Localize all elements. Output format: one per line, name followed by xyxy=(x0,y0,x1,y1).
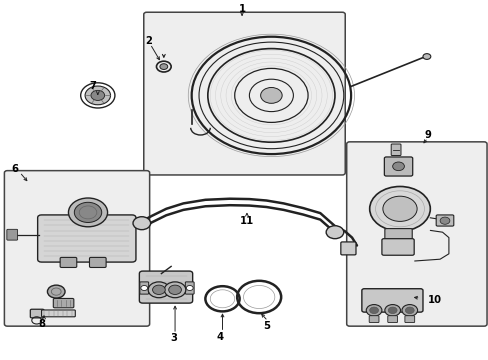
FancyBboxPatch shape xyxy=(390,144,400,156)
FancyBboxPatch shape xyxy=(30,309,44,318)
Circle shape xyxy=(405,307,413,314)
Circle shape xyxy=(366,305,381,316)
Circle shape xyxy=(47,285,65,298)
FancyBboxPatch shape xyxy=(346,142,486,326)
FancyBboxPatch shape xyxy=(4,171,149,326)
Text: 10: 10 xyxy=(427,294,441,305)
FancyBboxPatch shape xyxy=(185,282,194,294)
Text: 11: 11 xyxy=(239,216,254,226)
FancyBboxPatch shape xyxy=(7,229,18,240)
Text: 1: 1 xyxy=(238,4,245,14)
Circle shape xyxy=(392,162,404,171)
Circle shape xyxy=(387,307,396,314)
Text: 4: 4 xyxy=(216,332,223,342)
Circle shape xyxy=(74,202,102,222)
FancyBboxPatch shape xyxy=(361,289,422,312)
Circle shape xyxy=(439,217,449,224)
Text: 6: 6 xyxy=(11,164,18,174)
FancyBboxPatch shape xyxy=(139,271,192,303)
Circle shape xyxy=(369,186,429,231)
Text: 3: 3 xyxy=(170,333,177,343)
Circle shape xyxy=(260,87,282,103)
FancyBboxPatch shape xyxy=(38,215,136,262)
Circle shape xyxy=(160,64,167,69)
Circle shape xyxy=(186,285,193,291)
Circle shape xyxy=(152,285,165,294)
Text: 8: 8 xyxy=(38,319,45,329)
FancyBboxPatch shape xyxy=(368,316,378,323)
Circle shape xyxy=(384,305,400,316)
FancyBboxPatch shape xyxy=(404,316,414,323)
Circle shape xyxy=(141,285,147,291)
FancyBboxPatch shape xyxy=(60,257,77,267)
Text: 9: 9 xyxy=(424,130,430,140)
Circle shape xyxy=(164,282,185,298)
FancyBboxPatch shape xyxy=(384,229,411,242)
FancyBboxPatch shape xyxy=(143,12,345,175)
Circle shape xyxy=(422,54,430,59)
Text: 7: 7 xyxy=(89,81,96,91)
FancyBboxPatch shape xyxy=(340,242,355,255)
Circle shape xyxy=(133,217,150,230)
Circle shape xyxy=(68,198,107,227)
FancyBboxPatch shape xyxy=(41,310,75,317)
Circle shape xyxy=(369,307,378,314)
Text: 5: 5 xyxy=(263,321,269,331)
FancyBboxPatch shape xyxy=(140,282,148,294)
FancyBboxPatch shape xyxy=(381,239,413,255)
Text: 2: 2 xyxy=(145,36,152,46)
Circle shape xyxy=(148,282,169,298)
FancyBboxPatch shape xyxy=(53,298,74,308)
Circle shape xyxy=(168,285,181,294)
Circle shape xyxy=(325,226,343,239)
Circle shape xyxy=(382,196,416,221)
Circle shape xyxy=(91,90,104,100)
Circle shape xyxy=(401,305,417,316)
Circle shape xyxy=(85,86,110,105)
FancyBboxPatch shape xyxy=(387,316,397,323)
FancyBboxPatch shape xyxy=(435,215,453,226)
FancyBboxPatch shape xyxy=(89,257,106,267)
FancyBboxPatch shape xyxy=(384,157,412,176)
